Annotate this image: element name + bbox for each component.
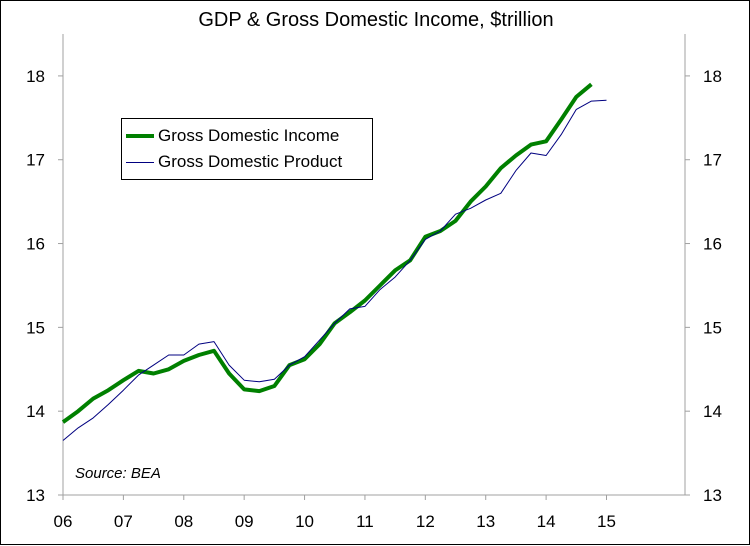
legend-item-gdi: Gross Domestic Income	[126, 124, 339, 148]
y-left-tick-label: 13	[26, 486, 45, 505]
x-tick-label: 15	[597, 512, 616, 531]
legend-label-gdp: Gross Domestic Product	[158, 152, 343, 171]
x-tick-label: 12	[416, 512, 435, 531]
chart-title: GDP & Gross Domestic Income, $trillion	[198, 9, 554, 31]
legend-item-gdp: Gross Domestic Product	[126, 150, 342, 174]
y-right-tick-label: 16	[703, 235, 722, 254]
x-tick-label: 08	[174, 512, 193, 531]
x-tick-label: 13	[476, 512, 495, 531]
y-left-tick-label: 17	[26, 151, 45, 170]
series-line-gdi	[61, 82, 593, 424]
legend-label-gdi: Gross Domestic Income	[158, 126, 340, 145]
x-tick-label: 10	[295, 512, 314, 531]
x-tick-label: 14	[537, 512, 556, 531]
series-layer	[61, 82, 607, 441]
legend: Gross Domestic Income Gross Domestic Pro…	[121, 118, 373, 180]
x-tick-label: 11	[356, 512, 374, 531]
y-right-tick-label: 14	[703, 402, 722, 421]
y-left-tick-label: 16	[26, 235, 45, 254]
x-tick-label: 07	[114, 512, 133, 531]
y-left-tick-label: 15	[26, 318, 45, 337]
legend-swatch-gdi	[126, 134, 154, 138]
source-note: Source: BEA	[75, 465, 161, 482]
x-axis-ticks: 06 07 08 09 10 11 12 13 14 15	[54, 495, 616, 531]
series-line-gdp	[62, 99, 607, 441]
y-left-tick-label: 14	[26, 402, 45, 421]
legend-swatch-gdp	[126, 161, 154, 163]
x-tick-label: 06	[54, 512, 73, 531]
y-axis-left-ticks: 13 14 15 16 17 18	[26, 67, 63, 505]
y-right-tick-label: 13	[703, 486, 722, 505]
y-right-tick-label: 15	[703, 318, 722, 337]
y-right-tick-label: 17	[703, 151, 722, 170]
plot-area	[63, 34, 685, 495]
y-right-tick-label: 18	[703, 67, 722, 86]
y-left-tick-label: 18	[26, 67, 45, 86]
y-axis-right-ticks: 13 14 15 16 17 18	[685, 67, 722, 505]
x-tick-label: 09	[235, 512, 254, 531]
